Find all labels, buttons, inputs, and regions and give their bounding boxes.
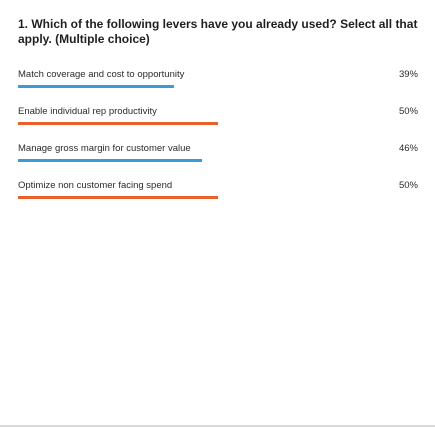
option-label: Match coverage and cost to opportunity: [18, 69, 185, 80]
option-row: Manage gross margin for customer value 4…: [18, 142, 418, 179]
bar-track: [18, 159, 418, 162]
option-percentage: 50%: [398, 106, 418, 117]
bar-track: [18, 122, 418, 125]
option-row: Optimize non customer facing spend 50%: [18, 179, 418, 216]
option-label: Enable individual rep productivity: [18, 106, 157, 117]
results-chart: Match coverage and cost to opportunity 3…: [18, 68, 418, 216]
option-label: Optimize non customer facing spend: [18, 180, 173, 191]
option-row: Match coverage and cost to opportunity 3…: [18, 68, 418, 105]
option-label: Manage gross margin for customer value: [18, 143, 191, 154]
bar-track: [18, 196, 418, 199]
option-percentage: 39%: [398, 69, 418, 80]
question-title: 1. Which of the following levers have yo…: [18, 17, 418, 46]
bar-track: [18, 85, 418, 88]
result-bar: [18, 159, 202, 162]
result-bar: [18, 196, 218, 199]
option-percentage: 46%: [398, 143, 418, 154]
bottom-divider: [0, 425, 435, 427]
result-bar: [18, 85, 174, 88]
option-percentage: 50%: [398, 180, 418, 191]
result-bar: [18, 122, 218, 125]
option-row: Enable individual rep productivity 50%: [18, 105, 418, 142]
